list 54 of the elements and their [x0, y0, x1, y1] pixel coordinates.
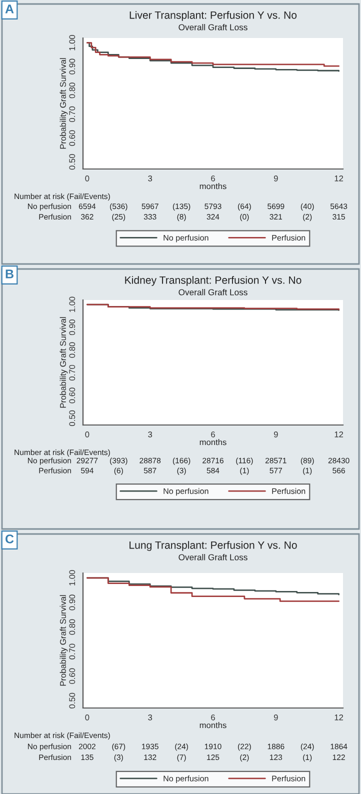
- x-tick-label: 6: [211, 175, 215, 182]
- y-tick-label: 1.00: [69, 570, 76, 586]
- x-tick-label: 3: [148, 175, 152, 182]
- x-tick-label: 12: [334, 175, 344, 182]
- x-tick-label: 9: [274, 714, 278, 720]
- legend-label: No perfusion: [164, 234, 208, 242]
- legend-label: Perfusion: [272, 234, 306, 241]
- x-tick-label: 6: [211, 431, 215, 438]
- y-tick-label: 0.70: [69, 364, 76, 381]
- legend-label: No perfusion: [164, 775, 208, 783]
- text: C: [6, 534, 14, 544]
- chart-subtitle: Overall Graft Loss: [178, 288, 248, 296]
- legend-label: Perfusion: [272, 775, 306, 782]
- y-axis-title: Probability Graft Survival: [60, 595, 68, 686]
- y-tick-label: 0.60: [69, 668, 76, 684]
- chart-title: Lung Transplant: Perfusion Y vs. No: [130, 541, 297, 551]
- y-tick-label: 0.80: [69, 619, 76, 635]
- x-tick-label: 0: [85, 431, 90, 438]
- x-tick-label: 0: [85, 714, 90, 720]
- y-tick-label: 0.70: [69, 106, 76, 122]
- x-tick-label: 12: [334, 714, 344, 720]
- y-tick-label: 0.90: [69, 319, 76, 336]
- x-tick-label: 9: [274, 175, 278, 182]
- y-tick-label: 0.50: [69, 154, 76, 170]
- y-tick-label: 0.60: [69, 388, 76, 404]
- x-axis-title: months: [200, 183, 226, 190]
- chart-title: Liver Transplant: Perfusion Y vs. No: [130, 11, 297, 21]
- y-tick-label: 1.00: [69, 34, 76, 50]
- legend-label: Perfusion: [272, 488, 306, 494]
- chart-title: Kidney Transplant: Perfusion Y vs. No: [125, 276, 302, 286]
- x-axis-title: months: [200, 439, 226, 446]
- x-tick-label: 0: [85, 175, 90, 182]
- legend-label: No perfusion: [164, 488, 208, 496]
- x-tick-label: 3: [148, 431, 152, 438]
- y-tick-label: 0.60: [69, 130, 76, 146]
- x-tick-label: 12: [334, 431, 344, 438]
- y-tick-label: 0.50: [69, 692, 76, 708]
- x-tick-label: 6: [211, 714, 215, 720]
- x-axis-title: months: [200, 722, 226, 728]
- chart-subtitle: Overall Graft Loss: [178, 554, 248, 560]
- text: B: [6, 270, 14, 278]
- text: A: [5, 4, 14, 14]
- y-tick-label: 0.90: [69, 594, 76, 610]
- y-tick-label: 0.80: [69, 82, 76, 98]
- y-tick-label: 0.70: [69, 644, 76, 660]
- y-axis-title: Probability Graft Survival: [60, 317, 68, 408]
- y-tick-label: 0.50: [69, 410, 76, 426]
- chart-subtitle: Overall Graft Loss: [178, 24, 248, 30]
- y-tick-label: 0.80: [69, 342, 76, 358]
- y-axis-title: Probability Graft Survival: [60, 58, 68, 149]
- y-tick-label: 0.90: [69, 58, 76, 74]
- y-tick-label: 1.00: [69, 296, 76, 312]
- x-tick-label: 3: [148, 714, 152, 720]
- x-tick-label: 9: [274, 431, 278, 438]
